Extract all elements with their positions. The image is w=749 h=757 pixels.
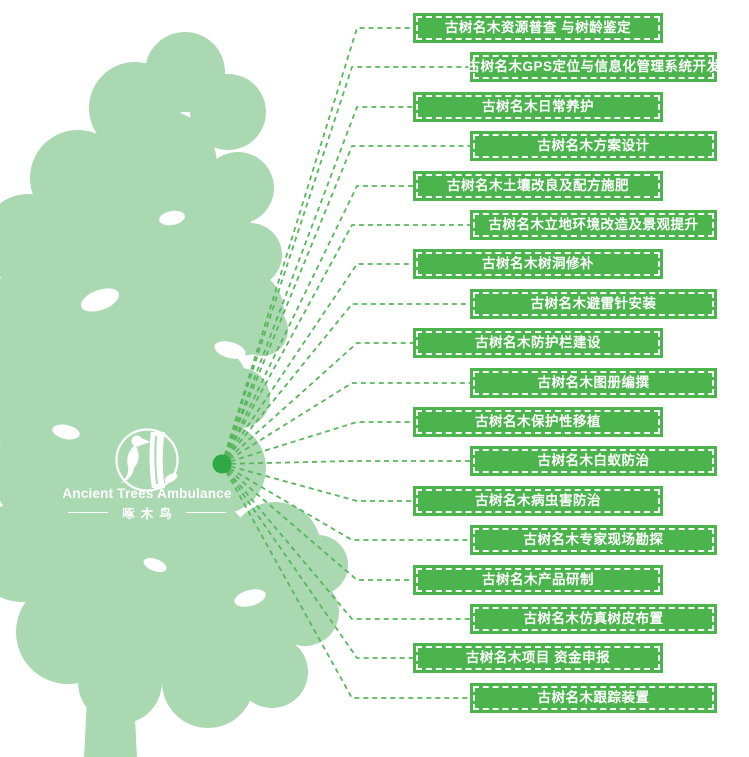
divider-line-right xyxy=(185,512,226,513)
service-label-10: 古树名木图册编撰 xyxy=(470,368,717,398)
service-label-9: 古树名木防护栏建设 xyxy=(413,328,663,358)
hub-dot xyxy=(212,454,232,474)
foliage-gaps xyxy=(52,210,266,607)
service-label-text: 古树名木树洞修补 xyxy=(482,256,594,272)
service-label-15: 古树名木产品研制 xyxy=(413,565,663,595)
service-label-7: 古树名木树洞修补 xyxy=(413,249,663,279)
service-label-text: 古树名木跟踪装置 xyxy=(537,690,650,706)
tree-silhouette xyxy=(0,32,348,757)
logo-mark xyxy=(115,428,179,492)
connector-lines xyxy=(221,27,470,699)
service-label-text: 古树名木GPS定位与信息化管理系统开发 xyxy=(466,59,721,75)
service-label-13: 古树名木病虫害防治 xyxy=(413,486,663,516)
service-label-5: 古树名木土壤改良及配方施肥 xyxy=(413,171,663,201)
service-label-text: 古树名木保护性移植 xyxy=(475,414,601,430)
service-label-1: 古树名木资源普查 与树龄鉴定 xyxy=(413,13,663,43)
service-label-text: 古树名木土壤改良及配方施肥 xyxy=(447,178,629,194)
service-label-text: 古树名木防护栏建设 xyxy=(475,335,601,351)
service-label-2: 古树名木GPS定位与信息化管理系统开发 xyxy=(467,52,720,82)
service-label-6: 古树名木立地环境改造及景观提升 xyxy=(470,210,717,240)
logo-text-zh-row: 啄木鸟 xyxy=(37,503,257,522)
logo-text-zh: 啄木鸟 xyxy=(122,507,178,521)
service-label-text: 古树名木日常养护 xyxy=(482,99,594,115)
service-label-text: 古树名木避雷针安装 xyxy=(530,296,657,312)
service-label-text: 古树名木仿真树皮布置 xyxy=(523,611,664,627)
service-label-text: 古树名木项目 资金申报 xyxy=(465,650,611,666)
service-label-3: 古树名木日常养护 xyxy=(413,92,663,122)
service-label-text: 古树名木资源普查 与树龄鉴定 xyxy=(444,20,632,36)
service-label-text: 古树名木立地环境改造及景观提升 xyxy=(488,217,699,233)
service-label-4: 古树名木方案设计 xyxy=(470,131,717,161)
service-label-text: 古树名木图册编撰 xyxy=(537,375,650,391)
service-label-14: 古树名木专家现场勘探 xyxy=(470,525,717,555)
divider-line-left xyxy=(68,512,109,513)
service-label-17: 古树名木项目 资金申报 xyxy=(413,643,663,673)
service-label-text: 古树名木产品研制 xyxy=(482,572,594,588)
logo-ring xyxy=(115,428,179,492)
service-label-12: 古树名木白蚁防治 xyxy=(470,446,717,476)
logo-text-en: Ancient Trees Ambulance xyxy=(62,486,232,501)
woodpecker-icon xyxy=(121,432,178,488)
service-label-text: 古树名木方案设计 xyxy=(537,138,650,154)
service-label-text: 古树名木白蚁防治 xyxy=(537,453,650,469)
service-label-16: 古树名木仿真树皮布置 xyxy=(470,604,717,634)
service-label-11: 古树名木保护性移植 xyxy=(413,407,663,437)
service-label-18: 古树名木跟踪装置 xyxy=(470,683,717,713)
service-label-text: 古树名木病虫害防治 xyxy=(475,493,601,509)
service-label-8: 古树名木避雷针安装 xyxy=(470,289,717,319)
service-label-text: 古树名木专家现场勘探 xyxy=(523,532,664,548)
